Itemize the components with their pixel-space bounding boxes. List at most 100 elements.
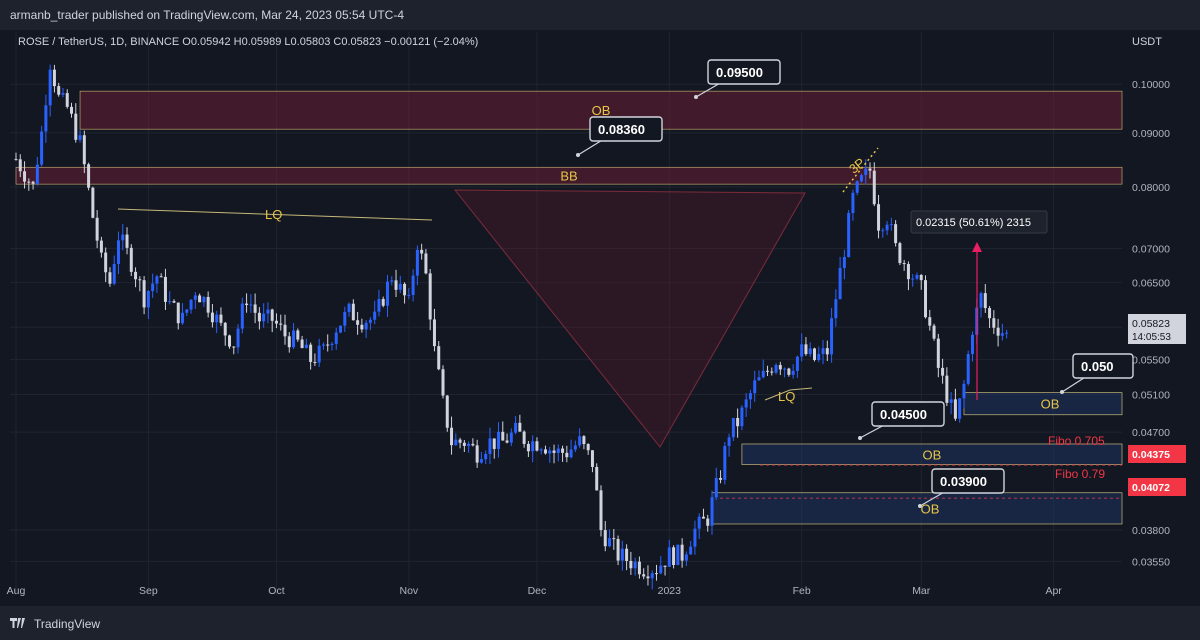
callout-dot — [1060, 390, 1064, 394]
candle-body — [313, 361, 317, 363]
zone-label: BB — [560, 169, 577, 184]
triangle-drawing[interactable] — [453, 189, 806, 448]
candle-body — [582, 436, 586, 444]
candle-body — [514, 422, 518, 433]
candle-body — [112, 264, 116, 284]
callout-box — [589, 116, 663, 142]
candle-body — [838, 267, 842, 300]
candle-body — [736, 417, 740, 427]
fibo705-tag-bg — [1128, 445, 1186, 463]
countdown-tag: 14:05:53 — [1132, 332, 1171, 343]
candle-body — [497, 431, 501, 449]
symbol-label[interactable]: ROSE / TetherUS, 1D, BINANCE — [18, 36, 180, 48]
candle-body — [535, 441, 539, 451]
candle-body — [565, 452, 569, 458]
candle-body — [625, 548, 629, 561]
candle-body — [851, 192, 855, 214]
callout-box — [1072, 353, 1134, 379]
price-axis[interactable]: 0.100000.090000.080000.070000.065000.059… — [1132, 79, 1170, 568]
candle-body — [932, 325, 936, 339]
candle-body — [830, 318, 834, 355]
candle-body — [185, 309, 189, 313]
candle-body — [475, 445, 479, 463]
candle-body — [57, 86, 61, 95]
candle-body — [770, 371, 774, 373]
candle-body — [680, 544, 684, 561]
candle-body — [962, 383, 966, 399]
candle-body — [437, 346, 441, 370]
price-callouts: 0.09500 0.08360 0.04500 0.03900 0.050 — [576, 59, 1134, 508]
time-tick-label: Mar — [912, 585, 931, 597]
candle-body — [744, 399, 748, 408]
lq-top-label: LQ — [265, 207, 282, 222]
candle-body — [1005, 332, 1009, 334]
price-tick-label: 0.07000 — [1132, 244, 1170, 256]
lq-bottom-line[interactable] — [764, 387, 813, 401]
candle-body — [296, 330, 300, 340]
candle-body — [518, 422, 522, 432]
candle-body — [684, 554, 688, 561]
candle-body — [403, 283, 407, 296]
candle-body — [509, 432, 513, 443]
candle-body — [61, 93, 65, 95]
candle-body — [163, 276, 167, 302]
candle-body — [714, 477, 718, 498]
candle-body — [633, 561, 637, 569]
candle-body — [394, 280, 398, 290]
candle-body — [966, 354, 970, 384]
price-tick-label: 0.08000 — [1132, 182, 1170, 194]
candle-body — [543, 449, 547, 454]
candle-body — [723, 445, 727, 480]
candle-body — [877, 204, 881, 231]
candle-body — [347, 303, 351, 313]
candle-body — [766, 370, 770, 372]
time-tick-label: Aug — [7, 585, 26, 597]
callout-dot — [858, 436, 862, 440]
zone-labels: OB BB OB OB OB — [560, 103, 1059, 516]
candle-body — [14, 159, 18, 161]
current-price-tag-bg — [1128, 314, 1186, 344]
candle-body — [129, 247, 133, 272]
time-axis[interactable]: Aug Sep Oct Nov Dec 2023 Feb Mar Apr — [7, 585, 1063, 597]
callout-box — [707, 59, 781, 85]
candle-body — [761, 370, 765, 378]
candle-body — [23, 171, 27, 182]
currency-unit: USDT — [1132, 36, 1162, 48]
candle-body — [181, 312, 185, 324]
publisher-text: armanb_trader published on TradingView.c… — [10, 8, 405, 22]
ohlc-legend: ROSE / TetherUS, 1D, BINANCE O0.05942 H0… — [18, 36, 478, 48]
fibo79-tag-bg — [1128, 478, 1186, 496]
candle-body — [326, 344, 330, 346]
candle-body — [168, 301, 172, 303]
candle-body — [727, 437, 731, 446]
candle-body — [304, 344, 308, 349]
tradingview-brand[interactable]: TradingView — [34, 617, 101, 631]
candle-body — [381, 299, 385, 306]
candle-body — [812, 348, 816, 361]
candle-body — [889, 224, 893, 226]
candle-body — [262, 313, 266, 322]
publisher-bar: armanb_trader published on TradingView.c… — [0, 0, 1200, 30]
candle-body — [539, 449, 543, 451]
candle-body — [778, 365, 782, 370]
candle-body — [176, 302, 180, 324]
fibo705-label: Fibo 0.705 — [1048, 434, 1105, 448]
candle-body — [924, 280, 928, 318]
candle-body — [390, 280, 394, 282]
candle-body — [659, 565, 663, 574]
lq-top-line[interactable] — [117, 208, 433, 221]
candle-body — [595, 466, 599, 491]
candle-body — [99, 240, 103, 253]
callout-label: 0.03900 — [940, 474, 987, 489]
candle-body — [215, 314, 219, 323]
candle-body — [522, 431, 526, 444]
candle-body — [970, 334, 974, 355]
candle-body — [428, 273, 432, 320]
fibo79-tag: 0.04072 — [1132, 482, 1170, 494]
candle-body — [245, 303, 249, 306]
candle-body — [804, 344, 808, 355]
candle-body — [74, 113, 78, 140]
three-p-dotted[interactable] — [842, 147, 879, 193]
candle-body — [373, 311, 377, 320]
